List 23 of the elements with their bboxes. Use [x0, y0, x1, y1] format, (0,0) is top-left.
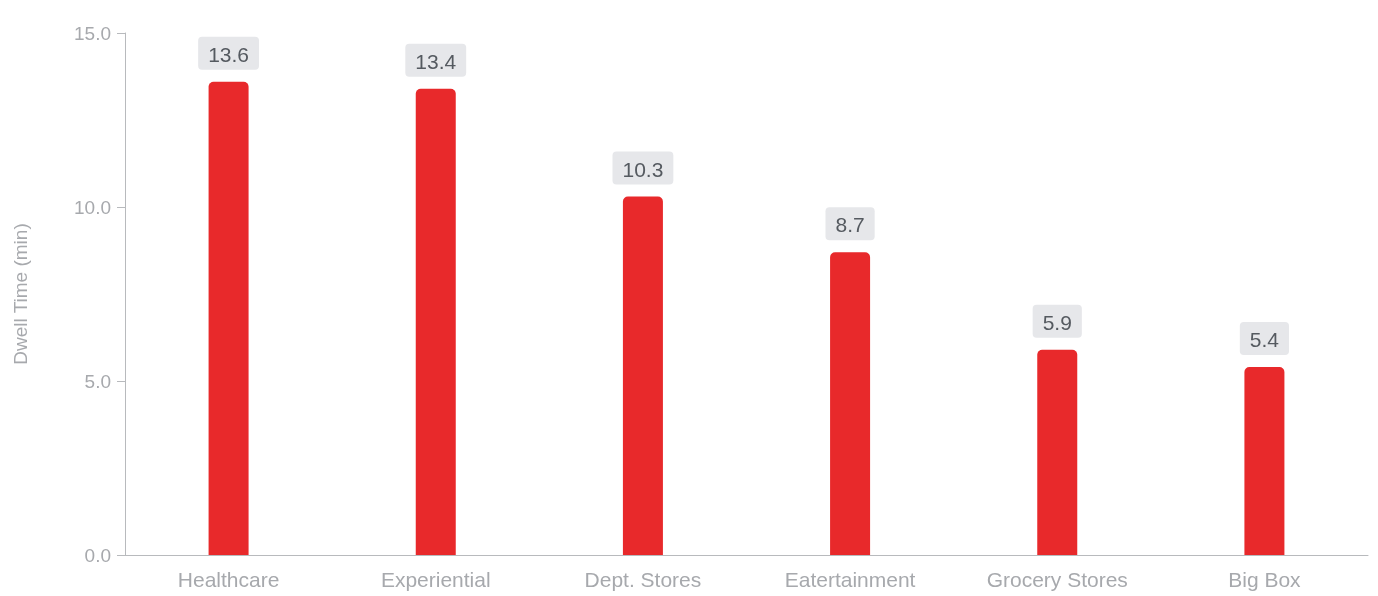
- y-axis-title: Dwell Time (min): [10, 223, 31, 365]
- x-tick-label: Eatertainment: [784, 568, 916, 591]
- bar: [830, 252, 871, 555]
- x-tick-label: Healthcare: [177, 568, 280, 591]
- x-tick-label: Big Box: [1228, 568, 1302, 591]
- bar: [208, 81, 249, 555]
- y-tick-label: 15.0: [74, 22, 111, 44]
- data-label: 5.9: [1042, 310, 1072, 334]
- y-tick-label: 0.0: [84, 544, 111, 566]
- data-label: 10.3: [622, 157, 664, 181]
- data-label: 13.4: [415, 49, 457, 73]
- bar: [622, 196, 663, 555]
- data-label: 8.7: [835, 213, 865, 237]
- data-label: 5.4: [1249, 328, 1280, 352]
- x-tick-label: Experiential: [380, 568, 491, 591]
- y-tick-label: 10.0: [74, 196, 111, 218]
- bar: [1244, 367, 1285, 555]
- y-tick-label: 5.0: [84, 370, 111, 392]
- bar: [415, 88, 456, 555]
- x-tick-label: Dept. Stores: [584, 568, 702, 591]
- data-label: 13.6: [208, 42, 250, 66]
- bar: [1037, 349, 1078, 555]
- x-tick-label: Grocery Stores: [986, 568, 1128, 591]
